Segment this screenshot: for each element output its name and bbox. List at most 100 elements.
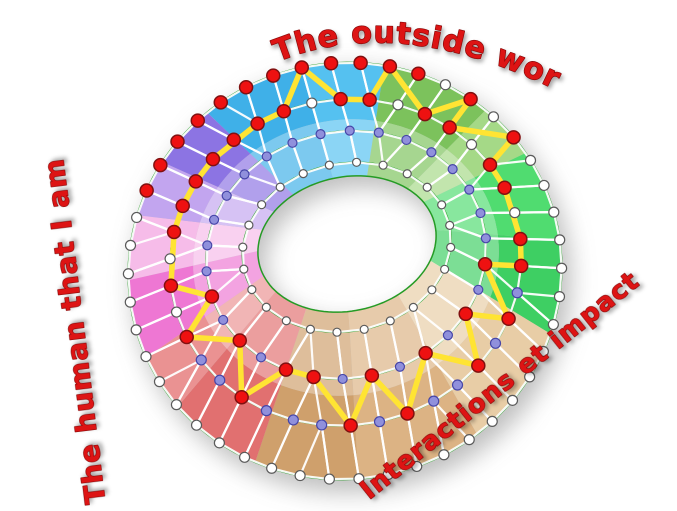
purple-node [464,184,475,195]
purple-node [214,374,226,386]
mesh-line [291,142,305,174]
purple-node [260,405,273,417]
white-node [294,469,306,482]
red-node [204,289,220,304]
white-node [238,451,251,463]
white-node [124,296,136,308]
red-node [497,180,512,195]
white-node [324,160,334,170]
purple-node [239,169,250,180]
red-node [306,369,321,385]
white-node [382,468,394,481]
purple-node [489,337,502,349]
purple-node [426,147,437,158]
mesh-line [135,311,177,331]
sector [398,260,491,365]
purple-node [475,207,486,219]
red-node [362,92,377,108]
mesh-line [169,244,208,260]
white-node [130,324,142,336]
red-node [166,224,182,240]
purple-node [344,125,355,136]
mesh-line [406,151,433,175]
white-node [537,345,549,358]
white-node [440,264,450,274]
mesh-line [213,218,250,227]
purple-node [201,266,212,277]
white-node [275,182,285,192]
mesh-line [517,291,560,298]
white-node [445,220,455,230]
mesh-line [389,320,402,368]
sector [255,385,359,480]
red-node [266,68,281,83]
purple-node [511,287,523,299]
mesh-line [130,230,175,247]
red-node [179,329,194,345]
purple-node [221,190,232,201]
white-node [281,316,291,326]
red-node [513,258,529,274]
mesh-line [424,352,435,402]
red-node [205,151,221,167]
red-node [411,66,426,81]
red-node [418,345,433,361]
sector [226,291,307,386]
white-node [392,99,404,111]
white-node [463,434,475,446]
white-node [306,97,318,109]
mesh-line [441,188,470,206]
red-node [382,59,398,74]
red-node [232,333,248,348]
white-node [408,302,418,312]
white-node [298,169,308,179]
mesh-line [432,400,471,441]
white-node [247,285,257,295]
mesh-line [145,336,188,358]
mesh-line [341,378,352,426]
mesh-line [412,307,427,354]
mesh-line [175,359,203,406]
mesh-line [426,168,454,189]
red-node [417,106,433,122]
purple-node [442,330,454,341]
white-node [153,376,166,388]
mesh-line [382,139,408,166]
red-node [278,362,294,377]
mesh-line [349,425,361,479]
white-node [538,179,550,192]
white-node [548,206,560,218]
mesh-line [270,419,295,469]
sector [128,215,200,281]
white-node [238,242,248,252]
mesh-line [377,104,399,134]
white-node [266,462,278,474]
mesh-line [222,288,253,321]
red-node [471,358,486,373]
white-node [506,394,519,406]
white-node [439,79,452,91]
sector [423,177,498,235]
mesh-line [507,318,545,353]
mesh-line [335,332,344,380]
white-node [556,262,568,274]
mesh-line [378,421,390,475]
white-node [122,268,134,280]
purple-node [287,137,298,148]
mesh-line [444,268,479,291]
mesh-line [319,133,331,166]
red-node [188,174,204,189]
red-node [458,306,473,322]
mesh-line [206,268,244,273]
white-node [305,324,316,334]
sector [490,235,562,334]
purple-node [447,163,458,175]
mesh-line [218,340,241,381]
ring-line [257,175,437,313]
sector [207,67,318,154]
mesh-line [128,257,171,275]
white-node [164,253,176,265]
white-node [244,220,254,230]
mesh-line [195,379,221,426]
